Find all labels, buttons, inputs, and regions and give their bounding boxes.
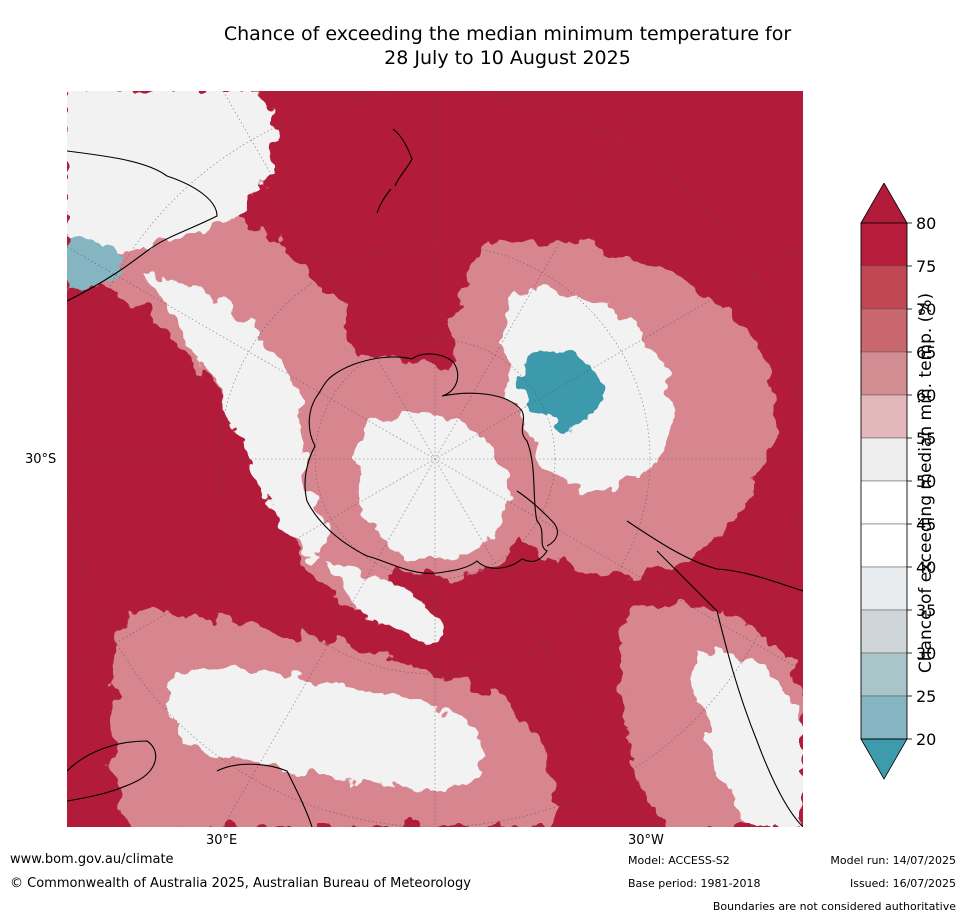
madagascar-coast (216, 763, 313, 827)
south-america-coast (626, 520, 803, 592)
south-america-east-coast (656, 550, 803, 827)
colorbar-label: Chance of exceeding median min. temp. (%… (916, 292, 936, 674)
colorbar-tick-label: 60 (916, 386, 936, 405)
new-zealand-north-coast (392, 128, 413, 187)
map-title: Chance of exceeding the median minimum t… (0, 22, 965, 70)
colorbar-over-arrow (860, 183, 908, 224)
colorbar-cell (860, 695, 908, 740)
footer-copyright: © Commonwealth of Australia 2025, Austra… (10, 876, 471, 891)
colorbar-cell (860, 308, 908, 353)
map-region-neutral (695, 651, 803, 827)
colorbar-cell (860, 394, 908, 439)
colorbar-tick-label: 55 (916, 429, 936, 448)
colorbar-cell (860, 566, 908, 611)
colorbar-cell (860, 652, 908, 697)
colorbar-tick-label: 45 (916, 515, 936, 534)
colorbar-tick-label: 20 (916, 730, 936, 749)
colorbar-under-arrow (860, 738, 908, 780)
footer-model: Model: ACCESS-S2 (628, 854, 730, 867)
coastlines (67, 128, 803, 827)
colorbar-tick-label: 75 (916, 257, 936, 276)
map-region-neutral (327, 561, 447, 640)
map-region-neutral (357, 413, 510, 561)
colorbar-cell (860, 437, 908, 482)
colorbar-cell (860, 265, 908, 310)
colorbar-tick-label: 80 (916, 214, 936, 233)
colorbar-tick-label: 25 (916, 687, 936, 706)
colorbar-tick-label: 50 (916, 472, 936, 491)
antarctic-peninsula-coast (516, 490, 558, 547)
title-line-1: Chance of exceeding the median minimum t… (223, 23, 792, 45)
colorbar-cell (860, 523, 908, 568)
footer-disclaimer: Boundaries are not considered authoritat… (712, 900, 956, 913)
colorbar-tick-label: 40 (916, 558, 936, 577)
title-line-2: 28 July to 10 August 2025 (384, 47, 631, 69)
colorbar-cell (860, 609, 908, 654)
colorbar: 80 75 70 65 60 55 50 45 40 35 30 25 20 (860, 183, 936, 780)
lon-west-label: 30°W (628, 833, 664, 848)
colorbar-tick-label: 35 (916, 601, 936, 620)
colorbar-tick-label: 30 (916, 644, 936, 663)
map-region-cool (67, 237, 127, 291)
colorbar-cell (860, 480, 908, 525)
footer-issued: Issued: 16/07/2025 (849, 877, 956, 890)
colorbar-cell (860, 351, 908, 396)
footer-base-period: Base period: 1981-2018 (628, 877, 761, 890)
new-zealand-south-coast (376, 188, 392, 214)
colorbar-tick-label: 70 (916, 300, 936, 319)
map-region-neutral (168, 669, 485, 791)
colorbar-tick-label: 65 (916, 343, 936, 362)
footer-model-run: Model run: 14/07/2025 (830, 854, 956, 867)
probability-map (67, 91, 803, 827)
map-region-cool (519, 348, 603, 425)
antarctica-coast (304, 353, 548, 574)
graticule (67, 91, 803, 827)
map-region-neutral (67, 91, 274, 291)
lat-label: 30°S (25, 452, 57, 467)
footer-url[interactable]: www.bom.gov.au/climate (10, 852, 174, 867)
lon-east-label: 30°E (206, 833, 238, 848)
africa-coast (67, 740, 157, 802)
colorbar-cell (860, 222, 908, 267)
map-region-neutral (147, 271, 328, 561)
australia-coast (67, 150, 218, 302)
